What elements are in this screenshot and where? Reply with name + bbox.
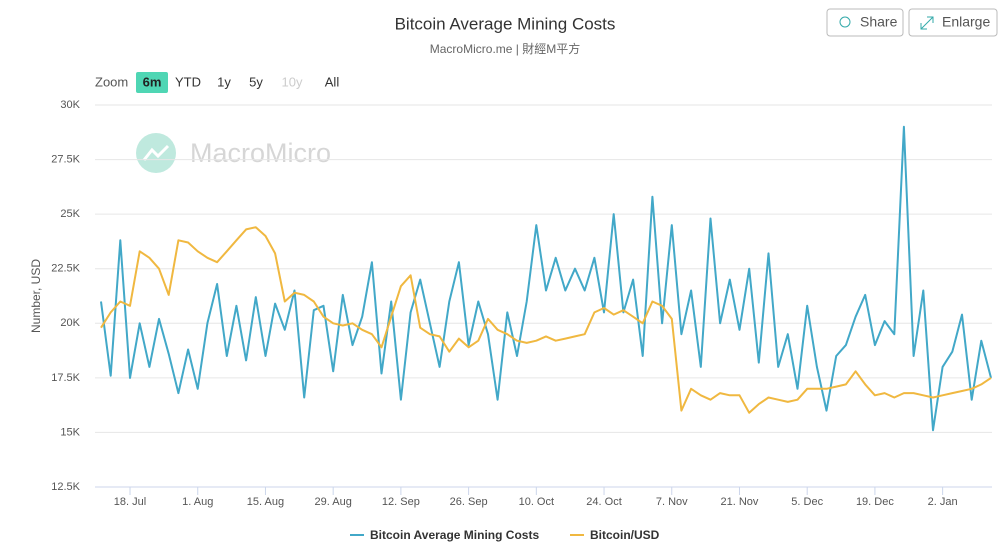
- button-label[interactable]: Enlarge: [942, 14, 990, 30]
- y-axis-label: Number, USD: [29, 259, 43, 333]
- x-tick-label: 12. Sep: [382, 496, 420, 508]
- chart-subtitle: MacroMicro.me | 財經M平方: [430, 41, 580, 56]
- y-tick-label: 22.5K: [51, 263, 80, 275]
- legend-label[interactable]: Bitcoin/USD: [590, 528, 660, 542]
- x-tick-label: 26. Sep: [450, 496, 488, 508]
- y-tick-label: 25K: [60, 208, 80, 220]
- y-tick-label: 12.5K: [51, 481, 80, 493]
- watermark: MacroMicro: [136, 133, 331, 173]
- share-icon: [839, 16, 851, 28]
- series-line: [100, 125, 992, 432]
- zoom-option[interactable]: All: [325, 74, 340, 89]
- chart-title: Bitcoin Average Mining Costs: [395, 14, 616, 33]
- x-tick-label: 15. Aug: [247, 496, 284, 508]
- x-tick-label: 1. Aug: [182, 496, 213, 508]
- x-tick-label: 7. Nov: [656, 496, 688, 508]
- share-button[interactable]: Share: [826, 8, 904, 37]
- x-tick-label: 21. Nov: [721, 496, 759, 508]
- legend-label[interactable]: Bitcoin Average Mining Costs: [370, 528, 539, 542]
- x-tick-label: 10. Oct: [519, 496, 554, 508]
- y-tick-label: 20K: [60, 317, 80, 329]
- y-tick-label: 17.5K: [51, 372, 80, 384]
- x-tick-label: 24. Oct: [586, 496, 621, 508]
- enlarge-icon: [920, 16, 934, 30]
- watermark-icon: [142, 144, 170, 161]
- zoom-option[interactable]: YTD: [175, 74, 201, 89]
- zoom-option[interactable]: 1y: [217, 74, 231, 89]
- enlarge-button[interactable]: Enlarge: [908, 8, 998, 37]
- watermark-text: MacroMicro: [190, 138, 331, 168]
- y-tick-label: 27.5K: [51, 153, 80, 165]
- zoom-option[interactable]: 5y: [249, 74, 263, 89]
- zoom-selected[interactable]: [136, 72, 168, 93]
- x-tick-label: 2. Jan: [928, 496, 958, 508]
- zoom-option[interactable]: 6m: [143, 74, 162, 89]
- button-frame[interactable]: [908, 8, 998, 37]
- x-tick-label: 29. Aug: [315, 496, 352, 508]
- zoom-label: Zoom: [95, 74, 128, 89]
- button-frame[interactable]: [826, 8, 904, 37]
- button-label[interactable]: Share: [860, 14, 898, 30]
- zoom-option[interactable]: 10y: [282, 74, 303, 89]
- series-line: [100, 226, 992, 414]
- x-tick-label: 19. Dec: [856, 496, 894, 508]
- y-tick-label: 15K: [60, 426, 80, 438]
- y-tick-label: 30K: [60, 99, 80, 111]
- x-tick-label: 18. Jul: [114, 496, 146, 508]
- x-tick-label: 5. Dec: [791, 496, 823, 508]
